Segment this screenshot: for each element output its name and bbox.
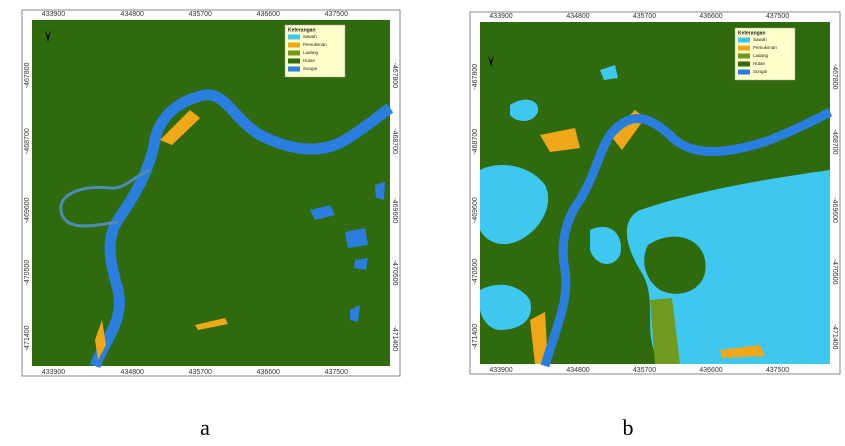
legend-swatch [288, 35, 300, 40]
x-coord-label: 434800 [566, 367, 589, 374]
y-coord-label: -468700 [831, 129, 838, 155]
legend-swatch [288, 43, 300, 48]
x-coord-label: 434800 [121, 369, 144, 376]
x-coord-label: 437500 [766, 13, 789, 20]
y-coord-label: -469600 [472, 197, 479, 223]
y-coord-label: -469600 [391, 197, 398, 223]
y-coord-label: -467800 [472, 64, 479, 90]
y-coord-label: -471400 [391, 325, 398, 351]
legend-swatch [738, 70, 750, 75]
x-coord-label: 433900 [489, 367, 512, 374]
x-coord-label: 433900 [42, 369, 65, 376]
y-coord-label: -467800 [24, 62, 31, 88]
legend-swatch [738, 38, 750, 43]
legend-swatch [738, 54, 750, 59]
y-coord-label: -470500 [472, 259, 479, 285]
x-coord-label: 436600 [257, 369, 280, 376]
legend-title: Keterangan [288, 27, 316, 33]
x-coord-label: 437500 [766, 367, 789, 374]
x-coord-label: 433900 [42, 11, 65, 18]
legend-label: Hutan [303, 58, 316, 63]
x-coord-label: 435700 [189, 369, 212, 376]
x-coord-label: 436600 [699, 13, 722, 20]
x-coord-label: 436600 [699, 367, 722, 374]
x-coord-label: 437500 [325, 369, 348, 376]
y-coord-label: -468700 [472, 129, 479, 155]
legend-swatch [288, 59, 300, 64]
x-coord-label: 437500 [325, 11, 348, 18]
y-coord-label: -470500 [391, 260, 398, 286]
y-coord-label: -467800 [391, 63, 398, 89]
y-coord-label: -469600 [24, 197, 31, 223]
legend-swatch [288, 51, 300, 56]
legend-title: Keterangan [738, 30, 766, 36]
y-coord-label: -468700 [24, 128, 31, 154]
legend-label: Ladang [303, 50, 319, 55]
y-coord-label: -470500 [831, 259, 838, 285]
x-coord-label: 434800 [566, 13, 589, 20]
x-coord-label: 434800 [121, 11, 144, 18]
legend-label: Pemukiman [753, 45, 777, 50]
caption: b [623, 415, 634, 440]
legend-swatch [738, 46, 750, 51]
y-coord-label: -470500 [24, 260, 31, 286]
y-coord-label: -469600 [831, 197, 838, 223]
legend-label: Pemukiman [303, 42, 327, 47]
y-coord-label: -468700 [391, 128, 398, 154]
y-coord-label: -467800 [831, 64, 838, 90]
y-coord-label: -471400 [24, 325, 31, 351]
legend-label: Sungai [753, 69, 767, 74]
x-coord-label: 433900 [489, 13, 512, 20]
figure: 433900 433900 434800 434800 435700 435700 4366… [0, 0, 845, 446]
legend-label: Sungai [303, 66, 317, 71]
y-coord-label: -471400 [472, 324, 479, 350]
legend-label: Sawah [303, 34, 317, 39]
caption: a [200, 415, 210, 440]
legend-label: Ladang [753, 53, 769, 58]
page: 433900 433900 434800 434800 435700 435700 4366… [0, 0, 845, 446]
legend-swatch [738, 62, 750, 67]
y-coord-label: -471400 [831, 324, 838, 350]
x-coord-label: 435700 [633, 13, 656, 20]
legend-label: Hutan [753, 61, 766, 66]
x-coord-label: 435700 [633, 367, 656, 374]
x-coord-label: 436600 [257, 11, 280, 18]
x-coord-label: 435700 [189, 11, 212, 18]
legend-swatch [288, 67, 300, 72]
legend-label: Sawah [753, 37, 767, 42]
